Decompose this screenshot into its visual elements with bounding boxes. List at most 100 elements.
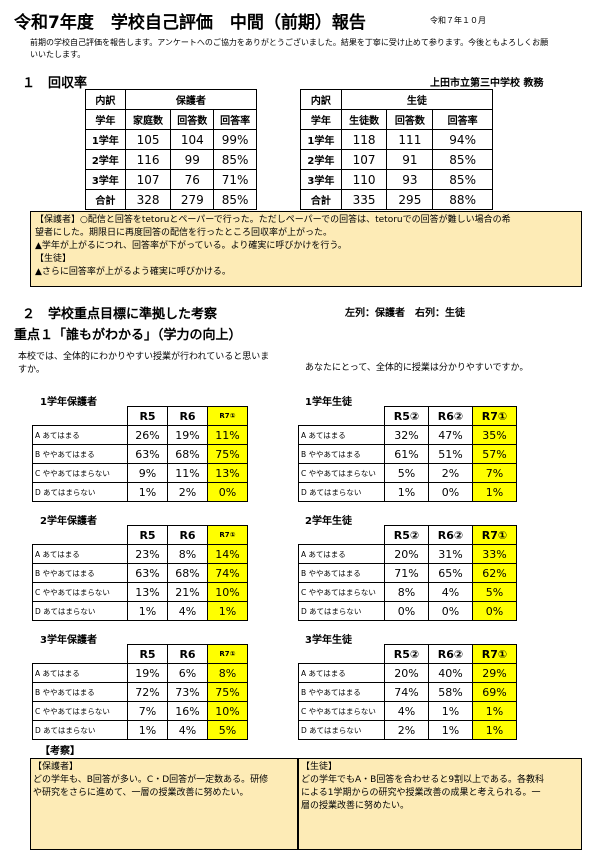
percentage-cell: 58% <box>428 682 473 702</box>
option-label: B ややあてはまる <box>298 563 385 583</box>
rate-col-header: 回答数 <box>170 109 215 130</box>
table-row: A あてはまる 32% 47% 35% <box>298 425 517 445</box>
option-label: A あてはまる <box>298 663 385 683</box>
year-column-header: R5② <box>384 644 429 664</box>
result-table: R5② R6② R7① A あてはまる 20% 31% 33% B ややあてはまる 71% 65%… <box>298 525 517 621</box>
table-row: D あてはまらない 1% 4% 5% <box>32 720 248 740</box>
percentage-cell: 1% <box>428 701 473 721</box>
rate-row-label: 1学年 <box>300 129 342 150</box>
percentage-cell: 31% <box>428 544 473 564</box>
percentage-cell: 1% <box>127 601 168 621</box>
year-column-header: R5 <box>127 644 168 664</box>
rate-cell: 116 <box>124 149 172 170</box>
table-row: D あてはまらない 0% 0% 0% <box>298 601 517 621</box>
note-line: 層の授業改善に努めたい。 <box>301 801 410 811</box>
percentage-cell: 40% <box>428 663 473 683</box>
rate-cell: 111 <box>386 129 434 150</box>
percentage-cell: 7% <box>127 701 168 721</box>
percentage-cell: 68% <box>167 444 208 464</box>
percentage-cell: 13% <box>127 582 168 602</box>
percentage-cell: 20% <box>384 663 429 683</box>
header-blank-cell <box>33 645 128 664</box>
result-table: R5 R6 R7① A あてはまる 19% 6% 8% B ややあてはまる 72% 73% 75% C… <box>32 644 248 740</box>
result-table: R5 R6 R7① A あてはまる 23% 8% 14% B ややあてはまる 63% 68% 74%… <box>32 525 248 621</box>
table-row: 1学年 118 111 94% <box>300 129 493 150</box>
note-line: や研究をさらに進めて、一層の授業改善に努めたい。 <box>33 788 249 798</box>
percentage-cell: 20% <box>384 544 429 564</box>
percentage-cell: 8% <box>384 582 429 602</box>
option-label: C ややあてはまらない <box>32 463 128 483</box>
table-row: 3学年 110 93 85% <box>300 169 493 190</box>
rate-cell: 85% <box>432 169 493 190</box>
rate-col-header: 回答率 <box>432 109 493 130</box>
percentage-cell: 2% <box>384 720 429 740</box>
year-column-header: R6② <box>428 644 473 664</box>
percentage-cell: 5% <box>384 463 429 483</box>
header-blank-cell <box>33 526 128 545</box>
year-column-header: R7① <box>472 525 517 545</box>
percentage-cell: 0% <box>384 601 429 621</box>
student-consideration-note: 【生徒】 どの学年でもA・B回答を合わせると9割以上である。各教科 による1学期… <box>298 758 582 850</box>
percentage-cell: 8% <box>167 544 208 564</box>
option-label: D あてはまらない <box>32 601 128 621</box>
table-row: 合計 328 279 85% <box>85 189 257 210</box>
rate-cell: 107 <box>124 169 172 190</box>
rate-col-header: 家庭数 <box>124 109 172 130</box>
percentage-cell: 75% <box>207 682 248 702</box>
rate-cell: 105 <box>124 129 172 150</box>
table-header-row: R5 R6 R7① <box>33 406 248 426</box>
note-line: 【保護者】○配信と回答をtetoruとペーパーで行った。ただしペーパーでの回答は… <box>35 215 511 225</box>
rate-cell: 91 <box>386 149 434 170</box>
section2-heading: ２ 学校重点目標に準拠した考察 <box>22 307 218 322</box>
percentage-cell: 8% <box>207 663 248 683</box>
table-header-row: R5② R6② R7① <box>299 644 517 664</box>
option-label: C ややあてはまらない <box>32 582 128 602</box>
percentage-cell: 4% <box>384 701 429 721</box>
table-header-row: R5 R6 R7① <box>33 525 248 545</box>
rate-cell: 94% <box>432 129 493 150</box>
percentage-cell: 1% <box>472 701 517 721</box>
result-table: R5② R6② R7① A あてはまる 20% 40% 29% B ややあてはまる 74% 58%… <box>298 644 517 740</box>
rate-row-label: 1学年 <box>85 129 126 150</box>
year-column-header: R6② <box>428 406 473 426</box>
year-column-header: R5② <box>384 406 429 426</box>
guardian-consideration-note: 【保護者】 どの学年も、B回答が多い。C・D回答が一定数ある。研修 や研究をさら… <box>30 758 298 850</box>
result-table-label: 1学年生徒 <box>305 397 352 408</box>
percentage-cell: 10% <box>207 701 248 721</box>
table-row: 2学年 116 99 85% <box>85 149 257 170</box>
percentage-cell: 1% <box>428 720 473 740</box>
option-label: C ややあてはまらない <box>32 701 128 721</box>
table-row: C ややあてはまらない 9% 11% 13% <box>32 463 248 483</box>
year-column-header: R6 <box>167 644 208 664</box>
table-row: B ややあてはまる 61% 51% 57% <box>298 444 517 464</box>
percentage-cell: 1% <box>384 482 429 502</box>
percentage-cell: 0% <box>428 601 473 621</box>
percentage-cell: 0% <box>428 482 473 502</box>
percentage-cell: 75% <box>207 444 248 464</box>
percentage-cell: 1% <box>207 601 248 621</box>
option-label: B ややあてはまる <box>32 563 128 583</box>
rate-cell: 76 <box>170 169 215 190</box>
table-row: A あてはまる 19% 6% 8% <box>32 663 248 683</box>
rate-col-header: 回答数 <box>386 109 434 130</box>
rate-cell: 71% <box>213 169 257 190</box>
table-row: A あてはまる 26% 19% 11% <box>32 425 248 445</box>
rate-cell: 335 <box>340 189 388 210</box>
table-row: D あてはまらない 1% 2% 0% <box>32 482 248 502</box>
option-label: A あてはまる <box>298 425 385 445</box>
percentage-cell: 11% <box>167 463 208 483</box>
year-column-header: R7① <box>207 644 248 664</box>
report-date: 令和７年１０月 <box>430 16 486 25</box>
percentage-cell: 10% <box>207 582 248 602</box>
table-row: 3学年 107 76 71% <box>85 169 257 190</box>
header-blank-cell <box>299 407 385 426</box>
percentage-cell: 71% <box>384 563 429 583</box>
percentage-cell: 74% <box>384 682 429 702</box>
rate-row-label: 2学年 <box>85 149 126 170</box>
year-column-header: R7① <box>207 525 248 545</box>
header-blank-cell <box>299 645 385 664</box>
year-column-header: R6② <box>428 525 473 545</box>
percentage-cell: 0% <box>472 601 517 621</box>
percentage-cell: 4% <box>167 601 208 621</box>
consideration-label: 【考察】 <box>40 746 80 757</box>
